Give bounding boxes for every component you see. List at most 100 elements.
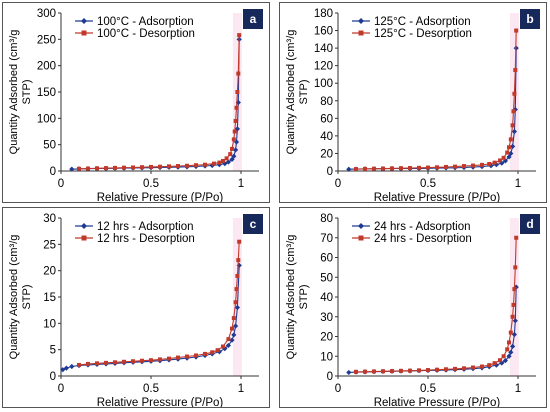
desorption-point <box>471 365 475 370</box>
x-tick-label: 0 <box>58 383 64 395</box>
x-tick-label: 0 <box>58 178 64 190</box>
desorption-point <box>354 369 358 374</box>
y-tick-label: 80 <box>320 96 333 108</box>
desorption-point <box>480 364 484 369</box>
desorption-point <box>498 158 502 163</box>
desorption-point <box>176 355 180 360</box>
adsorption-point <box>506 154 512 160</box>
desorption-point <box>501 354 506 359</box>
desorption-point <box>513 265 518 270</box>
panel-label-badge: c <box>243 214 263 234</box>
adsorption-point <box>233 147 239 153</box>
y-axis-label: Quantity Adsorbed (cm³/g <box>8 235 20 360</box>
desorption-point <box>505 150 510 155</box>
desorption-point <box>203 351 207 356</box>
desorption-point <box>158 164 162 169</box>
desorption-point <box>104 360 108 365</box>
y-tick-label: 30 <box>43 213 56 225</box>
desorption-point <box>224 156 229 161</box>
adsorption-point <box>222 346 228 352</box>
legend-marker-square <box>81 235 87 241</box>
desorption-point <box>435 367 439 372</box>
desorption-point <box>372 166 376 171</box>
legend-marker-diamond <box>81 18 87 24</box>
desorption-point <box>86 166 90 171</box>
desorption-point <box>505 347 510 352</box>
desorption-point <box>480 162 484 167</box>
x-tick-label: 1 <box>515 178 521 190</box>
desorption-point <box>95 361 99 366</box>
desorption-point <box>512 91 517 96</box>
y-tick-label: 0 <box>327 371 333 383</box>
desorption-point <box>487 161 492 166</box>
desorption-point <box>77 362 81 367</box>
y-axis-label: Quantity Adsorbed (cm³/g <box>285 30 297 155</box>
desorption-point <box>221 158 225 163</box>
desorption-point <box>158 357 162 362</box>
desorption-point <box>363 369 367 374</box>
desorption-point <box>122 359 126 364</box>
desorption-point <box>95 166 99 171</box>
series-line-desorption <box>78 241 240 366</box>
desorption-point <box>417 368 421 373</box>
desorption-point <box>399 166 403 171</box>
desorption-point <box>513 68 518 73</box>
y-tick-label: 160 <box>314 26 333 38</box>
desorption-point <box>113 360 117 365</box>
y-tick-label: 100 <box>37 113 56 125</box>
desorption-point <box>492 361 497 366</box>
legend-marker-diamond <box>81 223 87 229</box>
desorption-point <box>149 358 153 363</box>
y-tick-label: 70 <box>320 233 333 245</box>
desorption-point <box>167 356 171 361</box>
desorption-point <box>185 354 189 359</box>
y-tick-label: 0 <box>50 166 56 178</box>
desorption-point <box>426 368 430 373</box>
y-tick-label: 50 <box>43 140 56 152</box>
desorption-point <box>354 167 358 172</box>
desorption-point <box>77 166 81 171</box>
y-tick-label: 5 <box>50 345 56 357</box>
desorption-point <box>507 340 511 345</box>
adsorption-point <box>506 353 512 359</box>
adsorption-point <box>69 166 75 172</box>
isotherm-chart-b: 0 20 40 60 80 100 120 140 160 180 0 0.5 1 Relative Pr… <box>285 8 536 204</box>
legend-label: 12 hrs - Desorption <box>97 233 195 245</box>
x-tick-label: 1 <box>238 383 244 395</box>
panel-c: 0 5 10 15 20 25 30 0 0.5 1 Relative Pressure (P/Po… <box>2 207 270 409</box>
desorption-point <box>233 300 238 305</box>
adsorption-point <box>231 153 237 159</box>
y-tick-label: 100 <box>314 78 333 90</box>
y-axis-label-line2: STP) <box>298 79 310 104</box>
desorption-point <box>462 366 466 371</box>
y-tick-label: 60 <box>320 113 333 125</box>
y-axis-label-line2: STP) <box>298 284 310 309</box>
desorption-point <box>453 164 457 169</box>
desorption-point <box>444 164 448 169</box>
series-line-adsorption <box>348 287 517 373</box>
panel-label-badge: a <box>243 9 263 29</box>
desorption-point <box>417 165 421 170</box>
desorption-point <box>203 162 207 167</box>
desorption-point <box>167 164 171 169</box>
y-tick-label: 50 <box>320 272 333 284</box>
desorption-point <box>236 258 241 263</box>
desorption-point <box>444 367 448 372</box>
desorption-point <box>86 361 90 366</box>
desorption-point <box>462 164 466 169</box>
desorption-point <box>508 137 513 142</box>
desorption-point <box>372 369 376 374</box>
desorption-point <box>236 71 241 76</box>
y-tick-label: 25 <box>43 239 56 251</box>
desorption-point <box>510 314 515 319</box>
adsorption-point <box>508 150 514 157</box>
legend-label: 24 hrs - Desorption <box>374 233 472 245</box>
desorption-point <box>435 165 439 170</box>
x-tick-label: 1 <box>238 178 244 190</box>
legend-label: 24 hrs - Adsorption <box>374 221 471 233</box>
desorption-point <box>453 366 457 371</box>
desorption-point <box>217 160 222 165</box>
desorption-point <box>215 348 220 353</box>
legend-label: 125°C - Desorption <box>374 28 472 40</box>
desorption-point <box>514 28 519 33</box>
